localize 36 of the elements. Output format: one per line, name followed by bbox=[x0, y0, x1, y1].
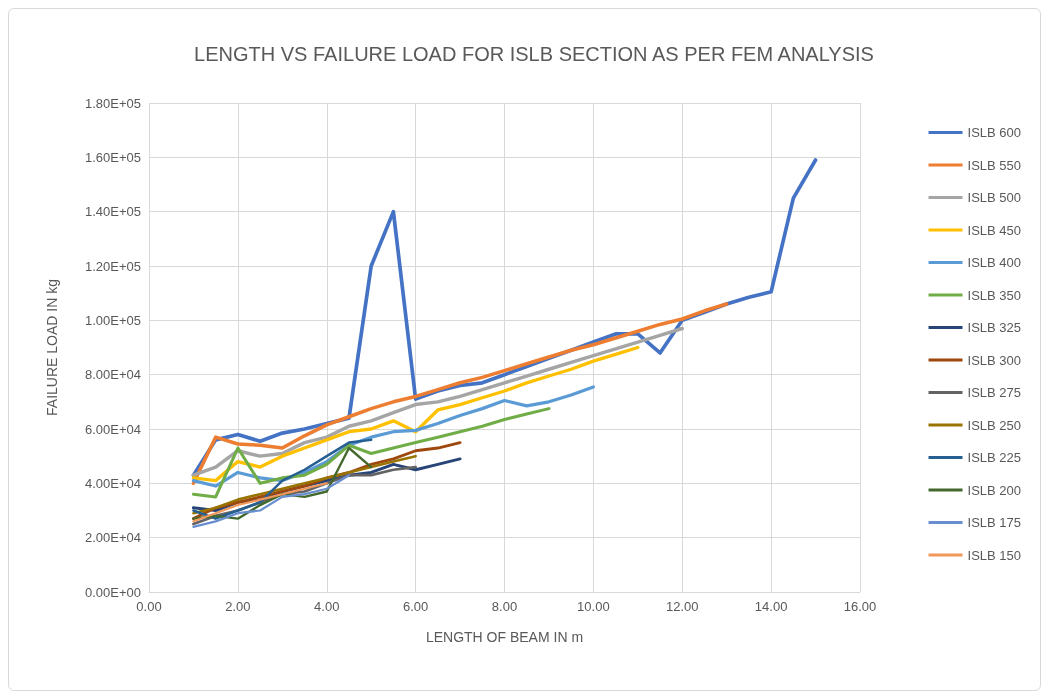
y-tick-label: 8.00E+04 bbox=[84, 367, 141, 383]
x-tick-label: 0.00 bbox=[136, 599, 162, 614]
y-tick-label: 6.00E+04 bbox=[84, 421, 141, 437]
legend-label: ISLB 400 bbox=[967, 255, 1022, 270]
legend-label: ISLB 200 bbox=[967, 482, 1022, 498]
y-tick-label: 2.00E+04 bbox=[84, 530, 141, 546]
legend-label: ISLB 150 bbox=[967, 547, 1022, 563]
legend-label: ISLB 350 bbox=[967, 287, 1022, 303]
legend-label: ISLB 225 bbox=[967, 450, 1022, 465]
x-tick-label: 6.00 bbox=[402, 599, 429, 614]
legend-label: ISLB 250 bbox=[967, 417, 1022, 433]
legend-label: ISLB 325 bbox=[967, 320, 1022, 335]
legend-label: ISLB 500 bbox=[967, 190, 1022, 205]
y-tick-label: 1.40E+05 bbox=[84, 204, 141, 220]
legend-label: ISLB 450 bbox=[967, 222, 1022, 238]
legend-label: ISLB 600 bbox=[967, 125, 1022, 140]
y-tick-label: 4.00E+04 bbox=[84, 475, 141, 491]
x-axis-title: LENGTH OF BEAM IN m bbox=[425, 629, 584, 645]
x-tick-label: 16.00 bbox=[843, 599, 877, 614]
y-tick-label: 1.80E+05 bbox=[84, 95, 141, 111]
x-tick-label: 10.00 bbox=[577, 599, 610, 614]
legend-label: ISLB 550 bbox=[967, 157, 1022, 173]
x-tick-label: 2.00 bbox=[225, 599, 251, 614]
x-tick-label: 4.00 bbox=[314, 599, 340, 614]
legend-label: ISLB 175 bbox=[967, 515, 1022, 530]
y-tick-label: 1.00E+05 bbox=[84, 312, 141, 328]
y-axis-title: FAILURE LOAD IN kg bbox=[44, 279, 60, 416]
legend-label: ISLB 300 bbox=[967, 352, 1022, 368]
chart-title: LENGTH VS FAILURE LOAD FOR ISLB SECTION AS PER FEM ANALYSIS bbox=[194, 43, 874, 65]
legend-label: ISLB 275 bbox=[967, 385, 1022, 400]
x-tick-label: 8.00 bbox=[491, 599, 518, 614]
y-tick-label: 1.20E+05 bbox=[84, 258, 141, 274]
y-tick-label: 1.60E+05 bbox=[84, 149, 141, 165]
y-tick-label: 0.00E+00 bbox=[84, 584, 141, 600]
x-tick-label: 14.00 bbox=[754, 599, 788, 614]
x-tick-label: 12.00 bbox=[665, 599, 699, 614]
